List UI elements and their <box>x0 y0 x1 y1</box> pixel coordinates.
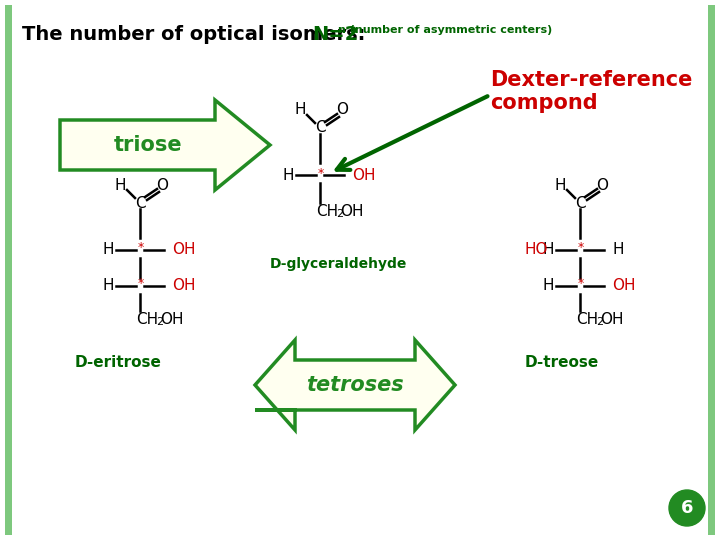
Text: triose: triose <box>114 135 182 155</box>
Text: H: H <box>542 279 554 294</box>
Text: *: * <box>138 241 144 254</box>
Text: H: H <box>542 242 554 258</box>
Text: *: * <box>578 278 584 291</box>
Text: CH: CH <box>136 312 158 327</box>
Text: CH: CH <box>316 204 338 219</box>
Text: H: H <box>294 103 306 118</box>
Text: compond: compond <box>490 93 598 113</box>
Text: H: H <box>114 178 126 192</box>
Text: OH: OH <box>172 279 196 294</box>
Text: H: H <box>282 167 294 183</box>
Polygon shape <box>255 340 455 430</box>
Text: D-treose: D-treose <box>525 355 599 370</box>
Text: H: H <box>554 178 566 192</box>
Text: OH: OH <box>160 312 184 327</box>
Text: OH: OH <box>600 312 624 327</box>
Text: The number of optical isomers:: The number of optical isomers: <box>22 25 372 44</box>
Text: OH: OH <box>172 242 196 258</box>
Text: 2: 2 <box>336 209 343 219</box>
Text: tetroses: tetroses <box>306 375 404 395</box>
Text: 2: 2 <box>156 317 163 327</box>
Text: N=2: N=2 <box>312 25 359 44</box>
Text: Dexter-reference: Dexter-reference <box>490 70 693 90</box>
Text: *: * <box>138 278 144 291</box>
Text: 6: 6 <box>680 499 693 517</box>
Text: H: H <box>612 242 624 258</box>
Text: *: * <box>578 241 584 254</box>
Text: OH: OH <box>352 167 376 183</box>
Text: n (number of asymmetric centers): n (number of asymmetric centers) <box>338 25 552 35</box>
Text: H: H <box>102 242 114 258</box>
Text: CH: CH <box>576 312 598 327</box>
Text: C: C <box>575 195 585 211</box>
FancyBboxPatch shape <box>708 5 715 535</box>
Text: D-eritrose: D-eritrose <box>75 355 162 370</box>
Text: OH: OH <box>340 204 364 219</box>
Circle shape <box>669 490 705 526</box>
FancyBboxPatch shape <box>5 5 12 535</box>
Text: OH: OH <box>612 279 636 294</box>
Text: C: C <box>135 195 145 211</box>
Text: *: * <box>318 166 324 179</box>
Text: O: O <box>156 178 168 192</box>
Text: C: C <box>315 120 325 136</box>
Polygon shape <box>60 100 270 190</box>
Text: O: O <box>596 178 608 192</box>
Text: H: H <box>102 279 114 294</box>
Text: D-glyceraldehyde: D-glyceraldehyde <box>270 257 408 271</box>
Text: 2: 2 <box>596 317 603 327</box>
Text: HO: HO <box>524 242 548 258</box>
Text: O: O <box>336 103 348 118</box>
